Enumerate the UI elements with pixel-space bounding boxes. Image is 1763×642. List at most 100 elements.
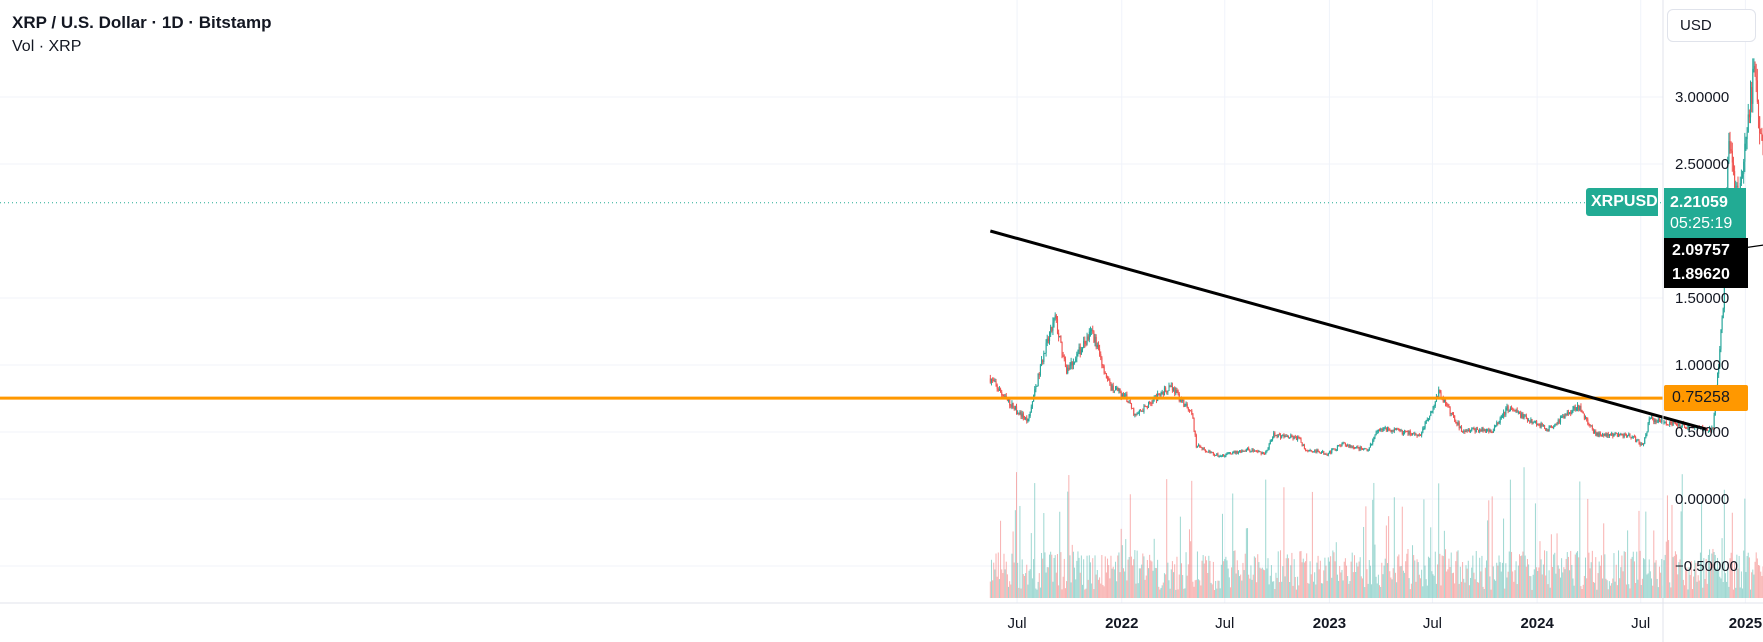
volume-bar	[1618, 550, 1620, 598]
volume-bar	[1586, 578, 1588, 598]
volume-bar	[1572, 578, 1574, 598]
candle-body	[1277, 434, 1279, 438]
volume-bar	[1625, 584, 1627, 598]
volume-bar	[1208, 555, 1210, 598]
volume-bar	[1501, 562, 1503, 598]
candle-body	[1185, 403, 1187, 405]
volume-bar	[1342, 580, 1344, 598]
candle-body	[1030, 406, 1032, 412]
candle-body	[1735, 186, 1737, 188]
volume-bar	[1603, 523, 1605, 598]
candle-body	[1221, 454, 1224, 456]
volume-bar	[1693, 576, 1695, 598]
volume-bar	[1173, 572, 1175, 598]
volume-bar	[1050, 551, 1052, 598]
volume-bar	[1451, 573, 1453, 598]
volume-bar	[1437, 564, 1439, 598]
candle-body	[1179, 398, 1181, 401]
candle-body	[1148, 402, 1150, 408]
volume-bar	[1440, 585, 1442, 598]
volume-bar	[1190, 541, 1192, 598]
drawings[interactable]	[0, 202, 1763, 431]
volume-bar	[1470, 577, 1472, 598]
candle-body	[1021, 413, 1023, 417]
volume-bar	[1136, 550, 1138, 598]
candle-body	[1068, 367, 1070, 369]
candle-body	[1629, 433, 1631, 438]
candle-body	[1451, 413, 1453, 415]
volume-bar	[1446, 571, 1448, 598]
volume-bar	[1037, 581, 1039, 598]
volume-bar	[1200, 585, 1202, 598]
volume-bar	[1083, 559, 1085, 598]
candle-body	[1265, 451, 1267, 455]
volume-bar	[1604, 554, 1606, 598]
volume-bar	[1457, 550, 1459, 598]
volume-bar	[1097, 579, 1099, 598]
candle-body	[1150, 402, 1152, 404]
candle-body	[1647, 422, 1649, 432]
candle-body	[1158, 393, 1160, 395]
candle-body	[1376, 431, 1378, 433]
candle-body	[1340, 445, 1342, 447]
candle-body	[1192, 414, 1194, 419]
candle-body	[1541, 423, 1543, 426]
volume-bar	[1372, 499, 1374, 598]
candle-body	[1755, 76, 1757, 81]
volume-bar	[1664, 554, 1666, 598]
volume-bar	[1352, 572, 1354, 598]
volume-bar	[1167, 562, 1169, 598]
candle-body	[1347, 444, 1349, 446]
candle-body	[1526, 418, 1529, 421]
candle-body	[1247, 447, 1249, 450]
volume-bar	[1465, 565, 1467, 598]
volume-bar	[1132, 565, 1134, 598]
candle-body	[1061, 342, 1063, 356]
candle-body	[1243, 450, 1245, 452]
candle-body	[1295, 436, 1298, 440]
candle-body	[1043, 353, 1045, 363]
time-tick-label: 2024	[1520, 615, 1554, 632]
candles	[989, 58, 1763, 458]
candle-body	[1045, 342, 1047, 353]
volume-bar	[1367, 583, 1369, 598]
candle-body	[1389, 429, 1391, 431]
volume-indicator-label[interactable]: Vol · XRP	[12, 38, 82, 55]
volume-bar	[1381, 562, 1383, 598]
volume-bar	[1660, 572, 1662, 598]
candle-body	[1706, 429, 1708, 431]
candle-body	[1122, 394, 1125, 397]
volume-bar	[1142, 553, 1144, 598]
volume-bar	[1653, 530, 1655, 598]
volume-bar	[1333, 552, 1335, 598]
candle-body	[1091, 329, 1093, 331]
candle-body	[1382, 428, 1384, 431]
candle-body	[1136, 413, 1138, 415]
candle-body	[1113, 390, 1115, 392]
candle-body	[1307, 450, 1309, 452]
candle-body	[1204, 449, 1207, 452]
candle-body	[997, 388, 999, 391]
candle-body	[1359, 447, 1361, 450]
candle-body	[1753, 65, 1755, 69]
volume-bar	[1391, 579, 1393, 598]
candle-body	[1390, 430, 1392, 433]
volume-bar	[1334, 561, 1336, 598]
candle-body	[1467, 429, 1469, 432]
volume-bar	[1171, 561, 1173, 598]
volume-bar	[1125, 539, 1127, 598]
candle-body	[1343, 442, 1345, 444]
volume-bar	[1415, 581, 1417, 598]
volume-bar	[1489, 576, 1491, 598]
currency-selector[interactable]: USD	[1667, 9, 1756, 42]
candle-body	[1144, 405, 1146, 407]
candle-body	[1539, 424, 1541, 428]
candle-body	[1750, 87, 1752, 118]
volume-bar	[993, 562, 995, 598]
volume-bar	[1220, 564, 1222, 598]
volume-bar	[1219, 588, 1221, 598]
candle-body	[1610, 434, 1612, 436]
candle-body	[1680, 426, 1682, 428]
candle-body	[1524, 415, 1526, 417]
